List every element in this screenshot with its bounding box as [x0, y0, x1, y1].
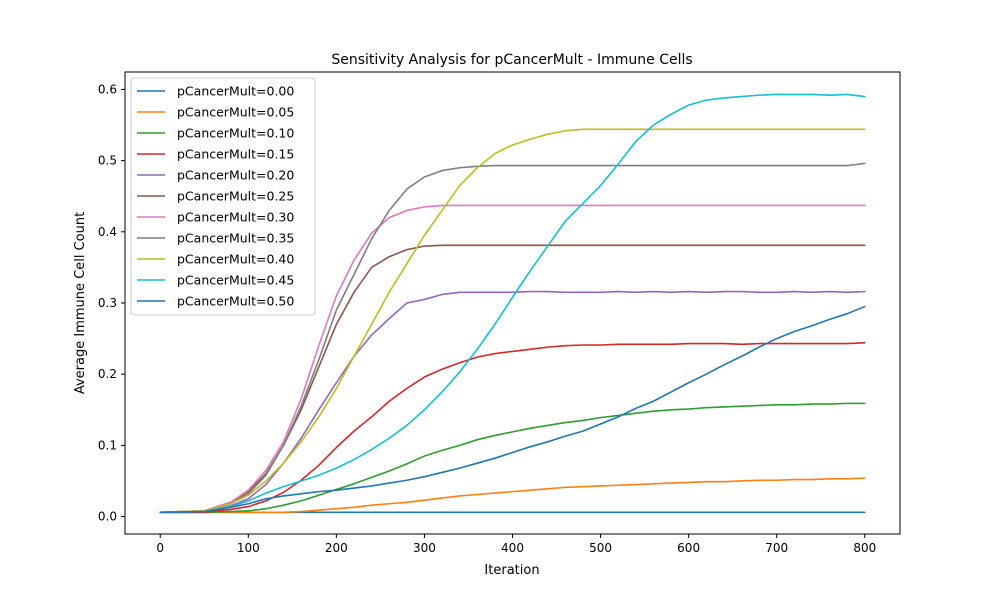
x-tick-label: 800: [853, 541, 876, 555]
plot-lines: [159, 93, 866, 514]
y-tick-label: 0.6: [98, 82, 117, 96]
series-line-8: [159, 128, 866, 514]
legend-entry-8: pCancerMult=0.40: [177, 252, 294, 267]
series-line-9: [159, 93, 866, 514]
legend: pCancerMult=0.00 pCancerMult=0.05 pCancerM…: [130, 77, 316, 316]
legend-box: [130, 77, 316, 316]
series-line-1: [159, 477, 866, 514]
y-tick-label: 0.3: [98, 296, 117, 310]
x-tick-label: 200: [325, 541, 348, 555]
legend-entry-5: pCancerMult=0.25: [177, 189, 294, 204]
legend-entry-10: pCancerMult=0.50: [177, 294, 294, 309]
series-line-10: [159, 305, 866, 514]
x-axis-label: Iteration: [484, 563, 539, 578]
x-tick-label: 500: [589, 541, 612, 555]
series-line-5: [159, 244, 866, 514]
x-tick-label: 300: [413, 541, 436, 555]
y-tick-label: 0.1: [98, 438, 117, 452]
series-line-4: [159, 290, 866, 514]
legend-entry-7: pCancerMult=0.35: [177, 231, 294, 246]
x-tick-label: 0: [156, 541, 164, 555]
legend-entry-0: pCancerMult=0.00: [177, 84, 294, 99]
series-line-3: [159, 342, 866, 514]
y-tick-label: 0.2: [98, 367, 117, 381]
y-tick-label: 0.4: [98, 225, 117, 239]
x-tick-label: 600: [677, 541, 700, 555]
series-line-2: [159, 402, 866, 514]
x-tick-label: 700: [765, 541, 788, 555]
legend-entry-6: pCancerMult=0.30: [177, 210, 294, 225]
y-tick-label: 0.5: [98, 154, 117, 168]
x-axis: 0 100 200 300 400 500 600 700 800: [156, 534, 876, 555]
legend-entry-4: pCancerMult=0.20: [177, 168, 294, 183]
series-line-6: [159, 204, 866, 514]
y-tick-label: 0.0: [98, 510, 117, 524]
x-tick-label: 100: [237, 541, 260, 555]
legend-entry-2: pCancerMult=0.10: [177, 126, 294, 141]
y-axis-label: Average Immune Cell Count: [73, 212, 88, 394]
chart-title: Sensitivity Analysis for pCancerMult - I…: [331, 52, 692, 68]
legend-entry-3: pCancerMult=0.15: [177, 147, 294, 162]
x-tick-label: 400: [501, 541, 524, 555]
legend-entry-1: pCancerMult=0.05: [177, 105, 294, 120]
legend-entry-9: pCancerMult=0.45: [177, 273, 294, 288]
series-line-7: [159, 162, 866, 514]
y-axis: 0.0 0.1 0.2 0.3 0.4 0.5 0.6: [98, 82, 125, 524]
